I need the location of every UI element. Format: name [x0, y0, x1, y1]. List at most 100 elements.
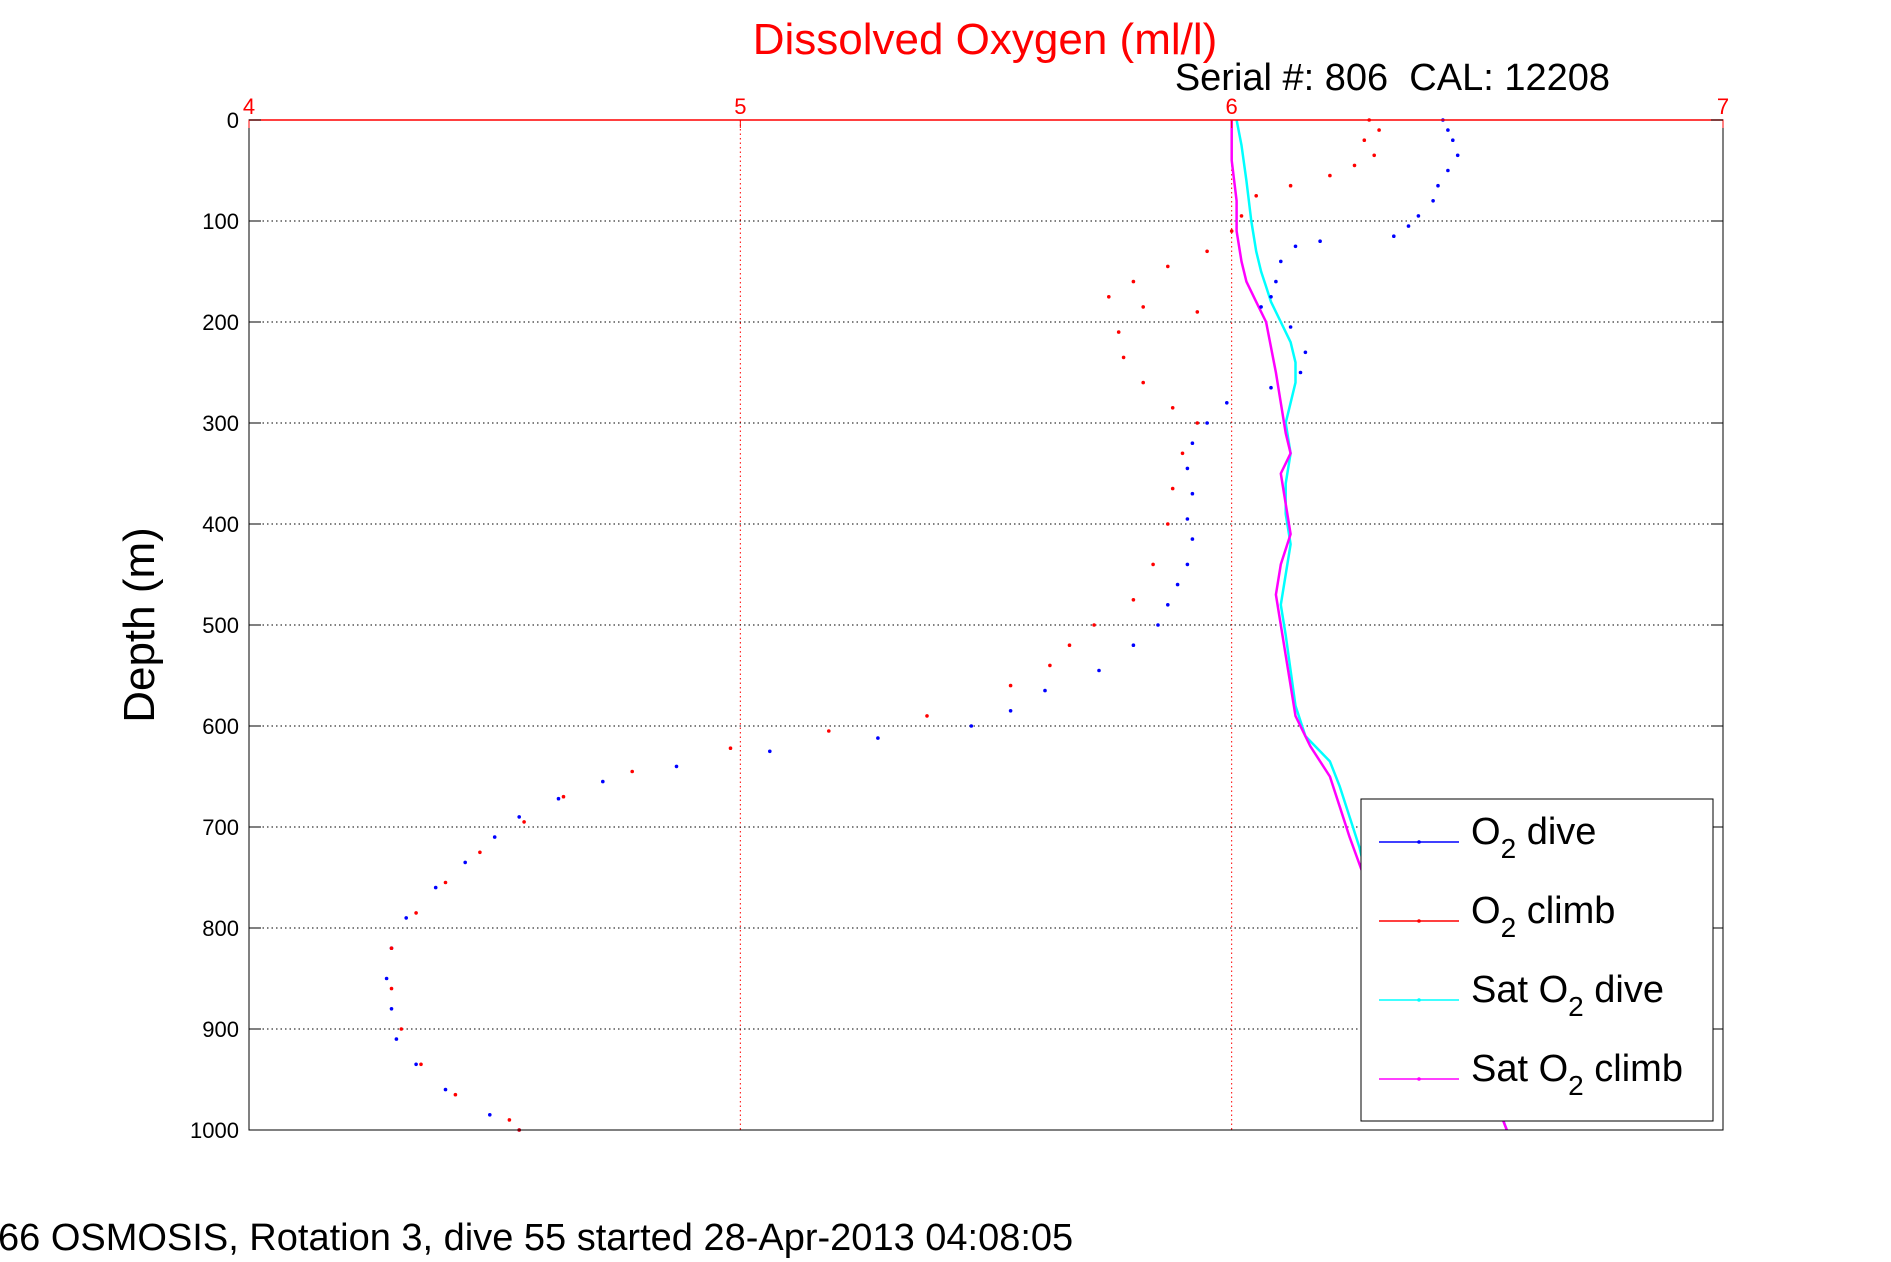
data-point-o2-climb	[507, 1118, 512, 1122]
data-point-o2-dive	[1274, 279, 1278, 284]
y-tick-label: 100	[202, 209, 239, 234]
x-tick-label: 7	[1717, 94, 1729, 119]
data-point-o2-dive	[1406, 224, 1411, 228]
data-point-o2-dive	[1455, 153, 1460, 158]
data-point-o2-dive	[1205, 421, 1209, 425]
chart-title: Dissolved Oxygen (ml/l)	[753, 15, 1218, 64]
data-point-o2-climb	[1141, 305, 1145, 309]
data-point-o2-climb	[1254, 194, 1258, 198]
data-point-o2-dive	[1303, 350, 1308, 355]
data-point-o2-dive	[1008, 709, 1013, 713]
data-point-o2-climb	[399, 1027, 404, 1031]
data-point-o2-dive	[1392, 234, 1396, 238]
data-point-o2-dive	[394, 1037, 399, 1041]
data-point-o2-climb	[1107, 295, 1111, 299]
data-point-o2-climb	[1352, 163, 1357, 168]
data-point-o2-dive	[1043, 688, 1047, 693]
legend-item-sat-o2-dive: Sat O2 dive	[1379, 969, 1664, 1022]
y-tick-label: 600	[202, 714, 239, 739]
data-point-o2-climb	[1131, 598, 1136, 602]
data-point-o2-dive	[492, 835, 497, 839]
data-point-o2-dive	[488, 1113, 492, 1117]
legend-item-o2-climb: O2 climb	[1379, 890, 1615, 943]
data-point-o2-climb	[1067, 643, 1072, 647]
footer-caption: 66 OSMOSIS, Rotation 3, dive 55 started …	[0, 1217, 1073, 1259]
data-point-o2-climb	[1170, 406, 1175, 410]
data-point-o2-climb	[389, 946, 394, 950]
chart-subtitle: Serial #: 806 CAL: 12208	[1175, 57, 1610, 99]
data-point-o2-climb	[1362, 138, 1367, 142]
data-point-o2-climb	[925, 714, 929, 718]
data-point-o2-climb	[1328, 173, 1332, 178]
data-point-o2-dive	[1185, 562, 1190, 567]
data-point-o2-climb	[561, 794, 566, 799]
legend-marker	[1417, 1077, 1421, 1081]
data-point-o2-climb	[1205, 249, 1209, 254]
data-point-o2-dive	[1097, 668, 1101, 673]
y-tick-label: 800	[202, 916, 239, 941]
data-point-o2-dive	[1446, 128, 1450, 132]
data-point-o2-dive	[1293, 244, 1298, 249]
data-point-o2-climb	[389, 986, 394, 991]
x-tick-label: 5	[734, 94, 746, 119]
x-axis: 4 5 6 7	[243, 94, 1729, 128]
data-point-o2-dive	[556, 796, 561, 801]
grid-lines	[249, 120, 1723, 1130]
data-point-o2-dive	[414, 1062, 418, 1067]
x-tick-label: 6	[1226, 94, 1238, 119]
data-point-o2-dive	[443, 1087, 448, 1092]
data-point-o2-climb	[1377, 128, 1381, 132]
data-point-o2-climb	[414, 911, 418, 915]
data-point-o2-dive	[1185, 466, 1190, 471]
data-point-o2-dive	[768, 749, 772, 754]
legend-marker	[1417, 919, 1421, 923]
data-point-o2-dive	[1451, 138, 1455, 142]
data-point-o2-dive	[969, 724, 974, 728]
legend-item-sat-o2-climb: Sat O2 climb	[1379, 1048, 1683, 1101]
data-point-o2-climb	[827, 729, 831, 733]
data-point-o2-climb	[1092, 623, 1096, 627]
data-point-o2-dive	[1318, 239, 1322, 243]
data-point-o2-dive	[1446, 168, 1450, 173]
data-point-o2-dive	[1156, 623, 1160, 627]
y-tick-label: 700	[202, 815, 239, 840]
data-point-o2-dive	[1190, 537, 1195, 541]
data-point-o2-climb	[1170, 486, 1175, 491]
legend-marker	[1417, 840, 1421, 844]
data-point-o2-dive	[601, 779, 605, 784]
legend-marker	[1417, 998, 1421, 1002]
data-point-o2-dive	[674, 764, 679, 769]
data-point-o2-dive	[1185, 517, 1190, 521]
data-point-o2-climb	[1195, 421, 1200, 425]
legend-item-o2-dive: O2 dive	[1379, 811, 1596, 864]
data-point-o2-dive	[1436, 183, 1440, 188]
data-point-o2-dive	[1269, 295, 1273, 299]
data-point-o2-climb	[630, 769, 634, 774]
data-point-o2-climb	[1166, 522, 1170, 526]
data-point-o2-dive	[1190, 491, 1195, 496]
data-point-o2-climb	[1048, 663, 1052, 668]
legend-label: O2 dive	[1471, 811, 1596, 864]
x-tick-label: 4	[243, 94, 255, 119]
data-point-o2-dive	[1279, 259, 1283, 264]
data-point-o2-dive	[1431, 199, 1435, 203]
data-point-o2-climb	[453, 1092, 458, 1097]
y-tick-label: 900	[202, 1017, 239, 1042]
data-point-o2-dive	[517, 815, 521, 819]
data-point-o2-climb	[1151, 562, 1155, 567]
y-tick-label: 300	[202, 411, 239, 436]
data-point-o2-climb	[522, 820, 526, 824]
y-axis-label: Depth (m)	[115, 527, 164, 723]
data-point-o2-dive	[1131, 643, 1136, 647]
data-point-o2-climb	[1372, 153, 1376, 158]
y-tick-label: 0	[227, 108, 239, 133]
data-point-o2-dive	[463, 860, 468, 865]
data-point-o2-climb	[1131, 279, 1136, 284]
series-o2-climb	[389, 118, 1381, 1132]
data-point-o2-dive	[1166, 603, 1170, 607]
data-point-o2-climb	[1195, 310, 1200, 314]
data-point-o2-dive	[1259, 305, 1263, 309]
data-point-o2-dive	[1225, 401, 1229, 405]
y-axis: 0 100 200 300 400 500 600 700 800 900 1000	[190, 108, 1723, 1143]
y-tick-label: 500	[202, 613, 239, 638]
